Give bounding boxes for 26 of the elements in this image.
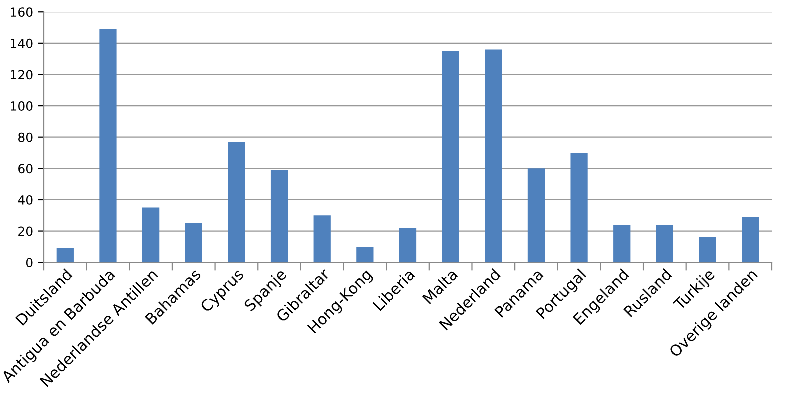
y-tick-label: 160 xyxy=(11,8,33,18)
y-tick-label: 100 xyxy=(11,102,33,111)
bar xyxy=(56,248,74,263)
bar xyxy=(356,246,374,263)
bar xyxy=(100,29,117,263)
bar xyxy=(699,238,716,263)
bar xyxy=(185,223,202,263)
bar xyxy=(528,168,546,263)
y-tick-label: 120 xyxy=(11,70,33,80)
bar xyxy=(656,225,674,263)
y-tick-label: 80 xyxy=(18,132,33,142)
bar xyxy=(142,208,160,263)
bar xyxy=(399,228,417,263)
y-tick-label: 40 xyxy=(18,195,33,205)
y-tick-label: 140 xyxy=(11,38,33,48)
bar xyxy=(442,51,460,263)
bar xyxy=(270,170,288,263)
bar xyxy=(485,50,502,263)
y-tick-label: 60 xyxy=(18,164,33,174)
bar xyxy=(314,216,331,263)
bar xyxy=(228,142,246,263)
bar xyxy=(742,217,760,263)
y-tick-label: 20 xyxy=(18,226,33,236)
bar xyxy=(614,225,631,263)
bar xyxy=(570,153,588,263)
y-tick-label: 0 xyxy=(26,258,33,268)
